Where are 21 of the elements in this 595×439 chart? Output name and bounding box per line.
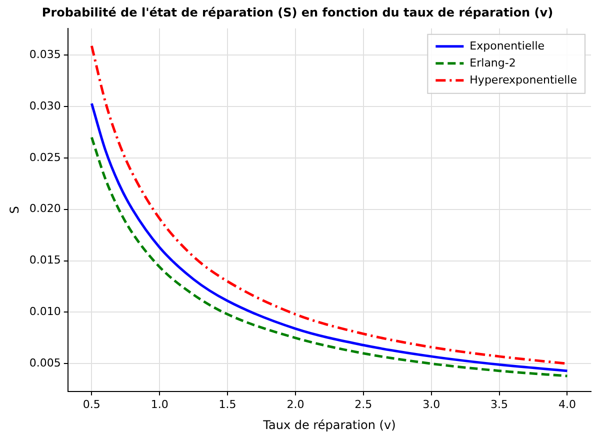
chart-title: Probabilité de l'état de réparation (S) en fonction du taux de réparation (v) [42, 5, 554, 20]
y-tick-label: 0.005 [29, 356, 61, 370]
x-axis-title: Taux de réparation (v) [262, 418, 396, 432]
y-tick-label: 0.035 [29, 48, 61, 61]
x-tick-label: 3.0 [422, 398, 440, 411]
x-tick-label: 2.0 [286, 398, 304, 411]
legend-label: Erlang-2 [470, 56, 516, 70]
x-tick-label: 0.5 [82, 398, 100, 411]
y-axis-title: S [7, 206, 22, 214]
legend-label: Hyperexponentielle [470, 73, 578, 86]
y-tick-label: 0.015 [29, 254, 61, 267]
x-tick-label: 2.5 [354, 398, 372, 411]
y-tick-label: 0.025 [29, 150, 61, 164]
legend-label: Exponentielle [470, 39, 545, 52]
y-tick-label: 0.030 [29, 99, 61, 112]
y-tick-label: 0.010 [29, 305, 61, 318]
y-tick-label: 0.020 [29, 202, 61, 216]
x-tick-label: 4.0 [558, 398, 576, 411]
x-tick-label: 1.0 [150, 398, 168, 411]
x-tick-label: 1.5 [218, 398, 236, 411]
x-tick-label: 3.5 [490, 398, 508, 411]
